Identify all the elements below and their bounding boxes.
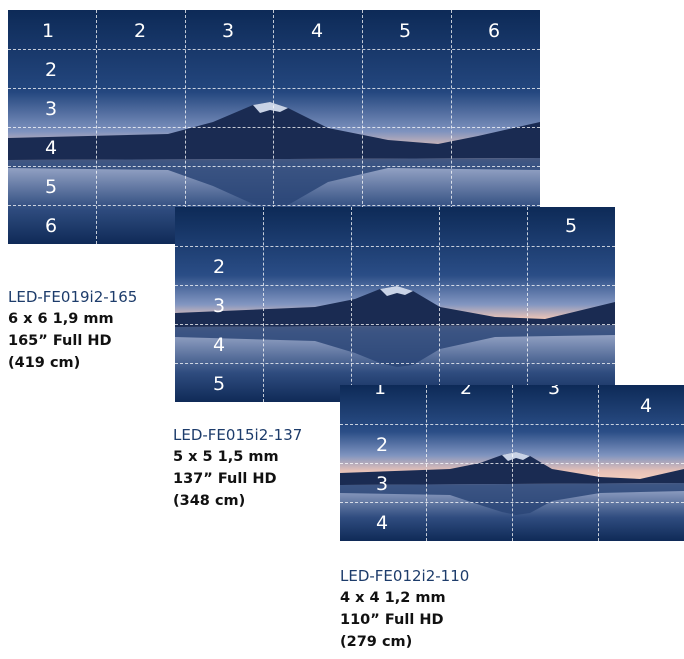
spec-line: (419 cm) <box>8 352 137 374</box>
row-number: 4 <box>45 139 57 158</box>
row-number: 3 <box>213 297 225 316</box>
product-label: LED-FE012i2-110 4 x 4 1,2 mm 110” Full H… <box>340 565 469 653</box>
column-number: 3 <box>548 385 560 398</box>
spec-line: (348 cm) <box>173 490 302 512</box>
product-label: LED-FE019i2-165 6 x 6 1,9 mm 165” Full H… <box>8 286 137 374</box>
row-number: 2 <box>213 258 225 277</box>
column-number: 5 <box>399 22 411 41</box>
spec-line: 110” Full HD <box>340 609 469 631</box>
column-number: 2 <box>460 385 472 398</box>
product-label: LED-FE015i2-137 5 x 5 1,5 mm 137” Full H… <box>173 424 302 512</box>
column-number: 5 <box>565 217 577 236</box>
row-number: 3 <box>45 100 57 119</box>
column-number: 6 <box>488 22 500 41</box>
model-name: LED-FE012i2-110 <box>340 565 469 587</box>
row-number: 2 <box>45 61 57 80</box>
spec-line: 137” Full HD <box>173 468 302 490</box>
spec-line: 6 x 6 1,9 mm <box>8 308 137 330</box>
row-number: 5 <box>45 178 57 197</box>
column-number: 1 <box>374 385 386 398</box>
row-number: 5 <box>213 375 225 394</box>
row-number: 4 <box>376 514 388 533</box>
row-number: 3 <box>376 475 388 494</box>
row-number: 6 <box>45 217 57 236</box>
column-number: 1 <box>42 22 54 41</box>
led-wall-5x5: 5 2 3 4 5 <box>175 207 615 402</box>
spec-line: (279 cm) <box>340 631 469 653</box>
spec-line: 4 x 4 1,2 mm <box>340 587 469 609</box>
spec-line: 5 x 5 1,5 mm <box>173 446 302 468</box>
column-number: 4 <box>311 22 323 41</box>
spec-line: 165” Full HD <box>8 330 137 352</box>
column-number: 4 <box>640 397 652 416</box>
model-name: LED-FE019i2-165 <box>8 286 137 308</box>
model-name: LED-FE015i2-137 <box>173 424 302 446</box>
row-number: 2 <box>376 436 388 455</box>
row-number: 4 <box>213 336 225 355</box>
column-number: 2 <box>134 22 146 41</box>
led-wall-4x4: 1 2 3 4 2 3 4 <box>340 385 684 541</box>
column-number: 3 <box>222 22 234 41</box>
